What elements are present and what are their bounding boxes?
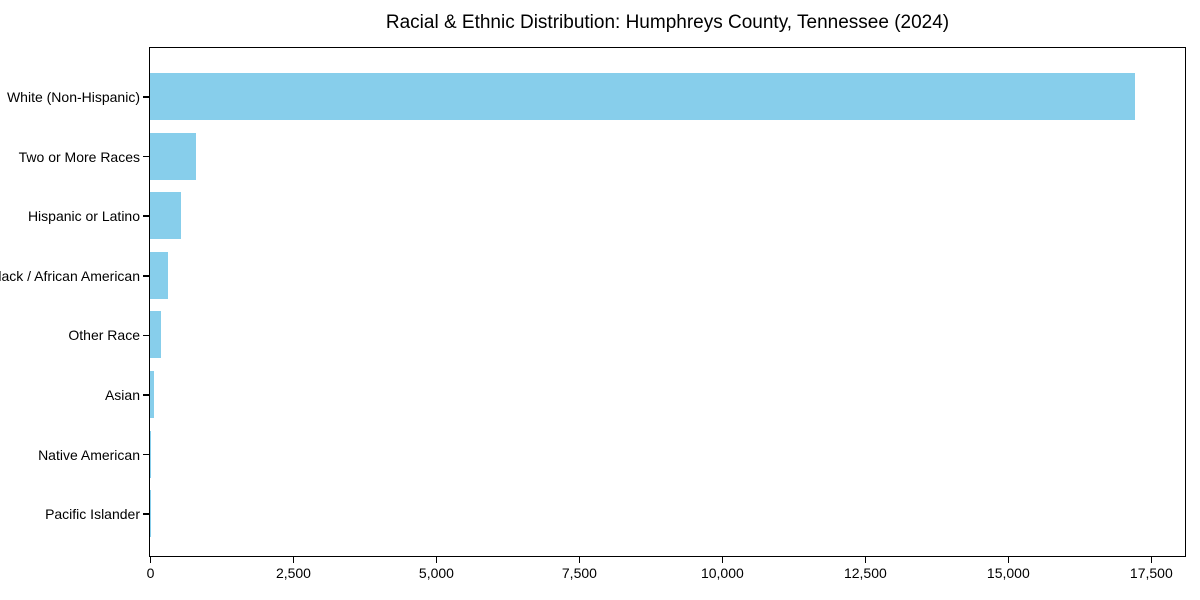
x-tick-mark: [435, 557, 438, 563]
x-tick-label-12-500: 12,500: [843, 565, 887, 581]
x-tick-mark: [149, 557, 152, 563]
x-tick-mark: [292, 557, 295, 563]
x-tick-label-0: 0: [146, 565, 155, 581]
y-tick-mark: [143, 96, 149, 98]
x-tick-mark: [864, 557, 867, 563]
y-tick-label-pacific-islander: Pacific Islander: [45, 506, 140, 523]
x-tick-label-17-500: 17,500: [1129, 565, 1173, 581]
x-tick-label-2-500: 2,500: [275, 565, 311, 581]
y-tick-mark: [143, 394, 149, 396]
bar-hispanic-or-latino: [150, 192, 181, 240]
y-tick-label-asian: Asian: [104, 387, 140, 403]
y-tick-mark: [143, 334, 149, 337]
bar-two-or-more-races: [150, 132, 196, 180]
bar-black-african-american: [150, 251, 169, 299]
bar-native-american: [150, 430, 151, 478]
y-tick-label-white-non-hispanic: White (Non-Hispanic): [6, 89, 140, 105]
plot-area: [149, 47, 1186, 557]
y-tick-mark: [143, 453, 149, 456]
chart-title: Racial & Ethnic Distribution: Humphreys …: [385, 12, 950, 33]
y-tick-mark: [143, 155, 149, 158]
x-tick-mark: [1007, 557, 1010, 563]
x-tick-mark: [578, 557, 581, 563]
y-tick-mark: [143, 215, 149, 217]
y-tick-mark: [143, 275, 149, 277]
y-tick-label-two-or-more-races: Two or More Races: [18, 148, 140, 165]
x-tick-label-7-500: 7,500: [561, 565, 597, 581]
bar-asian: [150, 371, 154, 418]
x-tick-label-10-000: 10,000: [700, 565, 744, 581]
bar-white-non-hispanic: [150, 73, 1135, 120]
y-tick-label-native-american: Native American: [38, 446, 140, 463]
y-tick-label-hispanic-or-latino: Hispanic or Latino: [27, 208, 140, 225]
x-tick-label-5-000: 5,000: [418, 565, 454, 581]
bar-other-race: [150, 311, 161, 359]
y-tick-mark: [143, 513, 149, 515]
y-tick-label-black-african-american: Black / African American: [0, 267, 140, 284]
x-tick-mark: [1150, 557, 1153, 563]
x-tick-mark: [721, 557, 724, 563]
x-tick-label-15-000: 15,000: [986, 565, 1030, 581]
y-tick-label-other-race: Other Race: [68, 327, 140, 344]
